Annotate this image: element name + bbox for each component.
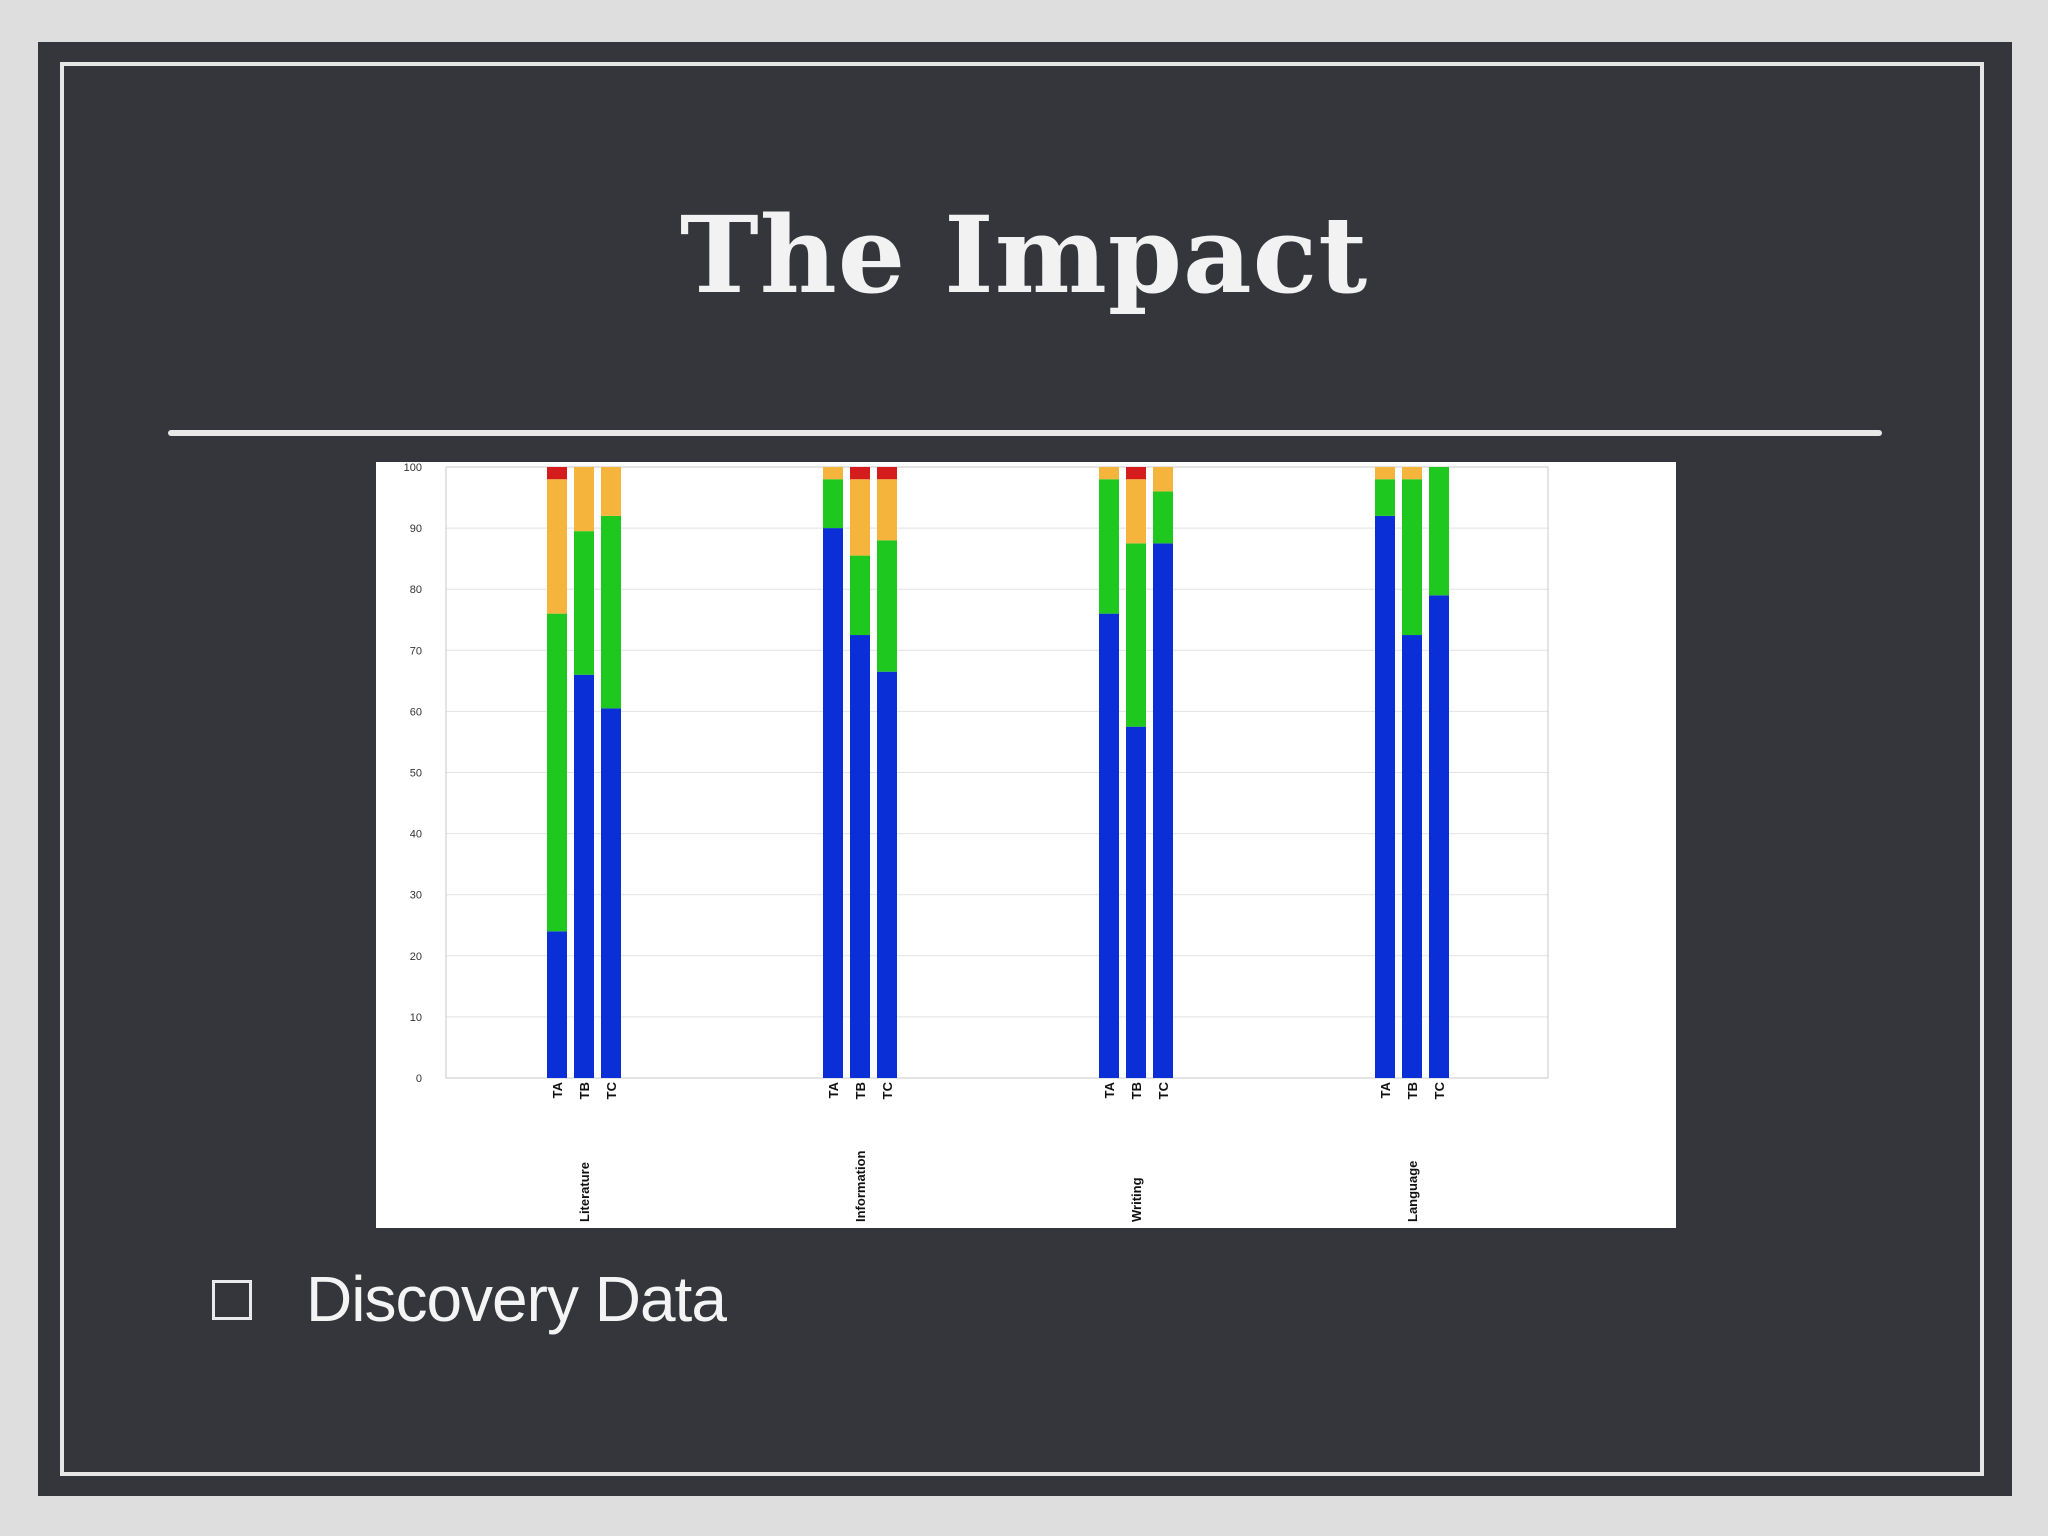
y-tick-label: 50 [410, 768, 422, 780]
bar-label: TB [853, 1082, 868, 1099]
bar-segment [1402, 635, 1422, 1078]
bar-segment [547, 931, 567, 1078]
bar-segment [877, 467, 897, 480]
bar-segment [601, 515, 621, 709]
bar-segment [1429, 595, 1449, 1078]
bar-segment [1099, 479, 1119, 614]
bar-segment [877, 540, 897, 672]
bar-segment [1402, 479, 1422, 636]
group-label: Writing [1129, 1177, 1144, 1222]
bar-label: TA [1102, 1081, 1117, 1098]
bar-segment [1402, 467, 1422, 480]
bar-segment [877, 479, 897, 541]
bar-label: TA [826, 1081, 841, 1098]
bar-label: TA [550, 1081, 565, 1098]
bar-segment [1126, 726, 1146, 1078]
bar-segment [1099, 467, 1119, 480]
chart-panel: 0 10 20 30 40 50 60 70 80 90 100 TA TB TC Literature TA… [376, 462, 1676, 1228]
bar-segment [1429, 467, 1449, 596]
bar-segment [601, 708, 621, 1078]
bullet-checkbox-icon [212, 1280, 252, 1320]
group-label: Language [1405, 1161, 1420, 1222]
bar-segment [823, 467, 843, 480]
bar-segment [877, 671, 897, 1078]
slide-title: The Impact [679, 192, 1369, 317]
bar-label: TC [880, 1081, 895, 1099]
bar-segment [823, 479, 843, 529]
slide-border [60, 62, 1984, 1476]
y-tick-label: 10 [410, 1012, 422, 1024]
bar-segment [1126, 467, 1146, 480]
title-divider [168, 430, 1882, 436]
bullet-text: Discovery Data [306, 1263, 727, 1335]
bar-segment [1099, 613, 1119, 1078]
bar-segment [850, 635, 870, 1078]
y-tick-label: 0 [416, 1073, 422, 1085]
bar-segment [1126, 543, 1146, 727]
bar-segment [850, 479, 870, 556]
group-label: Information [853, 1150, 868, 1222]
bar-segment [574, 531, 594, 675]
bar-segment [1375, 479, 1395, 516]
bar-segment [574, 674, 594, 1078]
bar-segment [850, 555, 870, 636]
bar-segment [850, 467, 870, 480]
bar-segment [547, 479, 567, 614]
bar-segment [1375, 515, 1395, 1078]
bar-segment [1153, 543, 1173, 1078]
bar-label: TA [1378, 1081, 1393, 1098]
bar-segment [1375, 467, 1395, 480]
bar-label: TC [604, 1081, 619, 1099]
bar-segment [823, 528, 843, 1078]
bar-segment [1153, 491, 1173, 544]
bar-label: TB [577, 1082, 592, 1099]
bar-segment [1153, 467, 1173, 492]
y-tick-label: 20 [410, 951, 422, 963]
bar-segment [574, 467, 594, 532]
y-tick-label: 70 [410, 645, 422, 657]
bar-segment [547, 467, 567, 480]
y-tick-label: 100 [404, 462, 422, 474]
y-tick-label: 30 [410, 890, 422, 902]
y-tick-label: 60 [410, 706, 422, 718]
y-tick-label: 90 [410, 523, 422, 535]
bar-label: TB [1129, 1082, 1144, 1099]
bar-segment [1126, 479, 1146, 544]
bar-label: TC [1156, 1081, 1171, 1099]
bar-segment [601, 467, 621, 516]
group-label: Literature [577, 1162, 592, 1222]
y-tick-label: 80 [410, 584, 422, 596]
plot-frame [445, 466, 1549, 1079]
bar-label: TC [1432, 1081, 1447, 1099]
stacked-bar-chart: 0 10 20 30 40 50 60 70 80 90 100 TA TB TC Literature TA… [404, 462, 1549, 1222]
bar-segment [547, 613, 567, 932]
y-tick-label: 40 [410, 829, 422, 841]
bar-label: TB [1405, 1082, 1420, 1099]
